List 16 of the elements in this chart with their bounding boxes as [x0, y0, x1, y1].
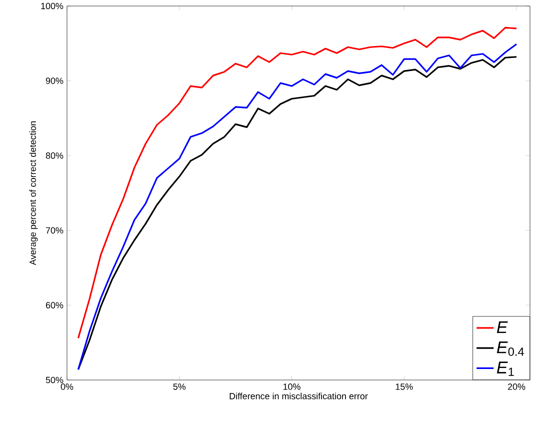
x-tick-label: 15%	[396, 384, 413, 390]
y-tick-label: 70%	[46, 227, 64, 234]
y-tick-label: 100%	[41, 2, 64, 10]
legend-label: E$_{0.4}$	[496, 342, 524, 356]
y-tick-label: 50%	[46, 376, 64, 384]
x-tick-label: 5%	[173, 384, 186, 390]
legend-label: E	[496, 321, 508, 334]
x-tick-label: 20%	[508, 384, 526, 390]
y-tick-label: 80%	[46, 152, 64, 159]
x-tick-label: 10%	[283, 384, 300, 390]
x-axis-title: Difference in misclassification error	[230, 392, 368, 400]
x-tick-label: 0%	[60, 384, 74, 390]
y-tick-label: 60%	[46, 302, 64, 308]
y-tick-label: 90%	[46, 78, 64, 84]
legend-label: E$_{1}$	[496, 362, 514, 376]
y-axis-title: Average percent of correct detection	[29, 121, 38, 266]
